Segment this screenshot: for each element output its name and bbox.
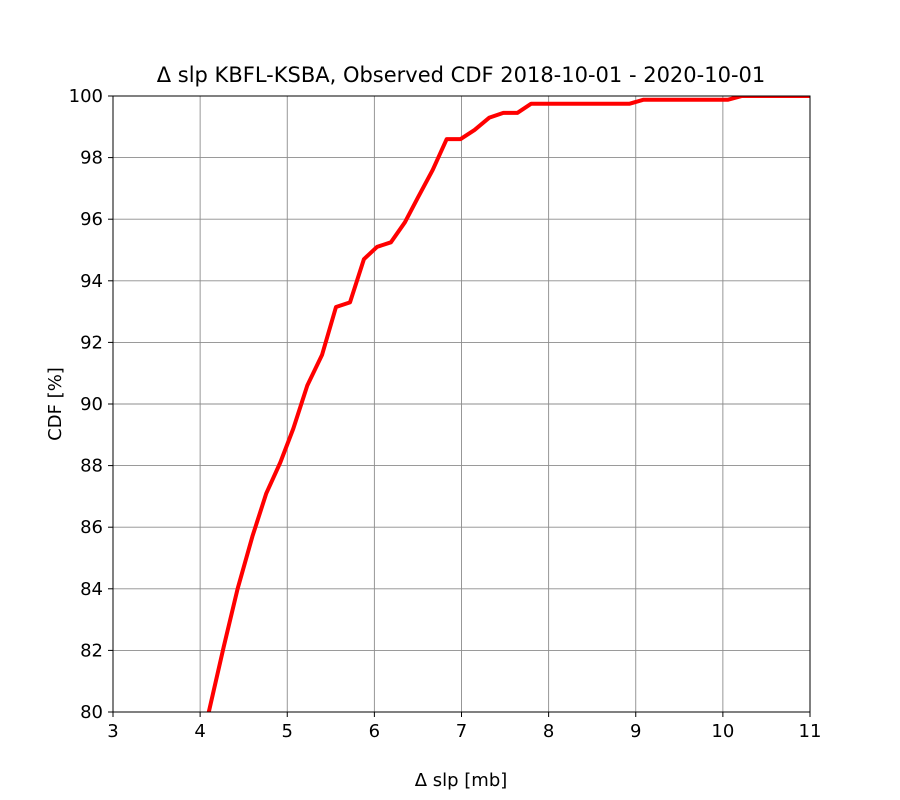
y-tick-label: 100 <box>69 86 103 107</box>
y-axis-ticks: 80 82 84 86 88 90 92 94 96 98 100 <box>69 86 113 723</box>
x-tick-label: 11 <box>799 721 822 742</box>
y-tick-label: 90 <box>80 394 103 415</box>
y-tick-label: 86 <box>80 517 103 538</box>
y-tick-label: 80 <box>80 702 103 723</box>
x-tick-label: 6 <box>369 721 380 742</box>
series-line <box>206 96 810 712</box>
x-tick-label: 3 <box>107 721 118 742</box>
y-tick-label: 82 <box>80 640 103 661</box>
x-tick-label: 8 <box>543 721 554 742</box>
y-axis-label: CDF [%] <box>45 367 66 441</box>
x-tick-label: 10 <box>711 721 734 742</box>
grid <box>112 95 811 713</box>
y-tick-label: 96 <box>80 209 103 230</box>
x-axis-label: Δ slp [mb] <box>415 770 508 791</box>
y-tick-label: 84 <box>80 579 103 600</box>
plot-frame <box>112 95 811 713</box>
x-tick-label: 9 <box>630 721 641 742</box>
y-tick-label: 98 <box>80 148 103 169</box>
chart-title: Δ slp KBFL-KSBA, Observed CDF 2018-10-01… <box>157 63 766 87</box>
y-tick-label: 94 <box>80 271 103 292</box>
y-tick-label: 92 <box>80 332 103 353</box>
x-axis-ticks: 3 4 5 6 7 8 9 10 11 <box>107 712 821 742</box>
x-tick-label: 4 <box>194 721 205 742</box>
y-tick-label: 88 <box>80 456 103 477</box>
x-tick-label: 7 <box>456 721 467 742</box>
x-tick-label: 5 <box>282 721 293 742</box>
series-group <box>206 96 810 712</box>
